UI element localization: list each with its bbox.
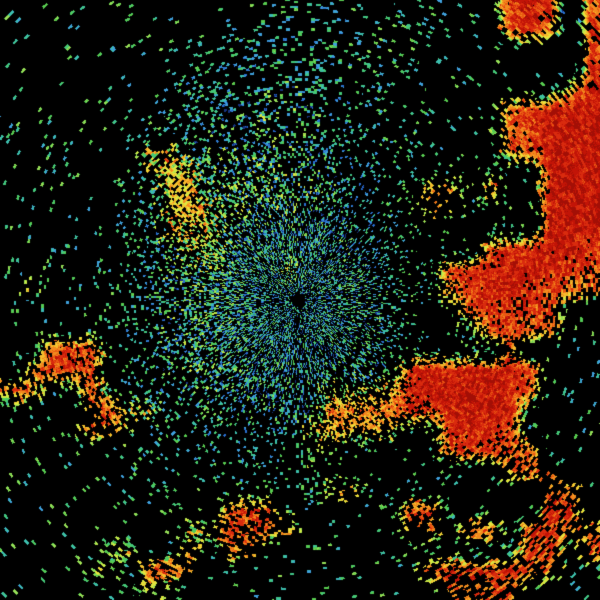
radar-ppi-display — [0, 0, 600, 600]
radar-reflectivity-canvas — [0, 0, 600, 600]
